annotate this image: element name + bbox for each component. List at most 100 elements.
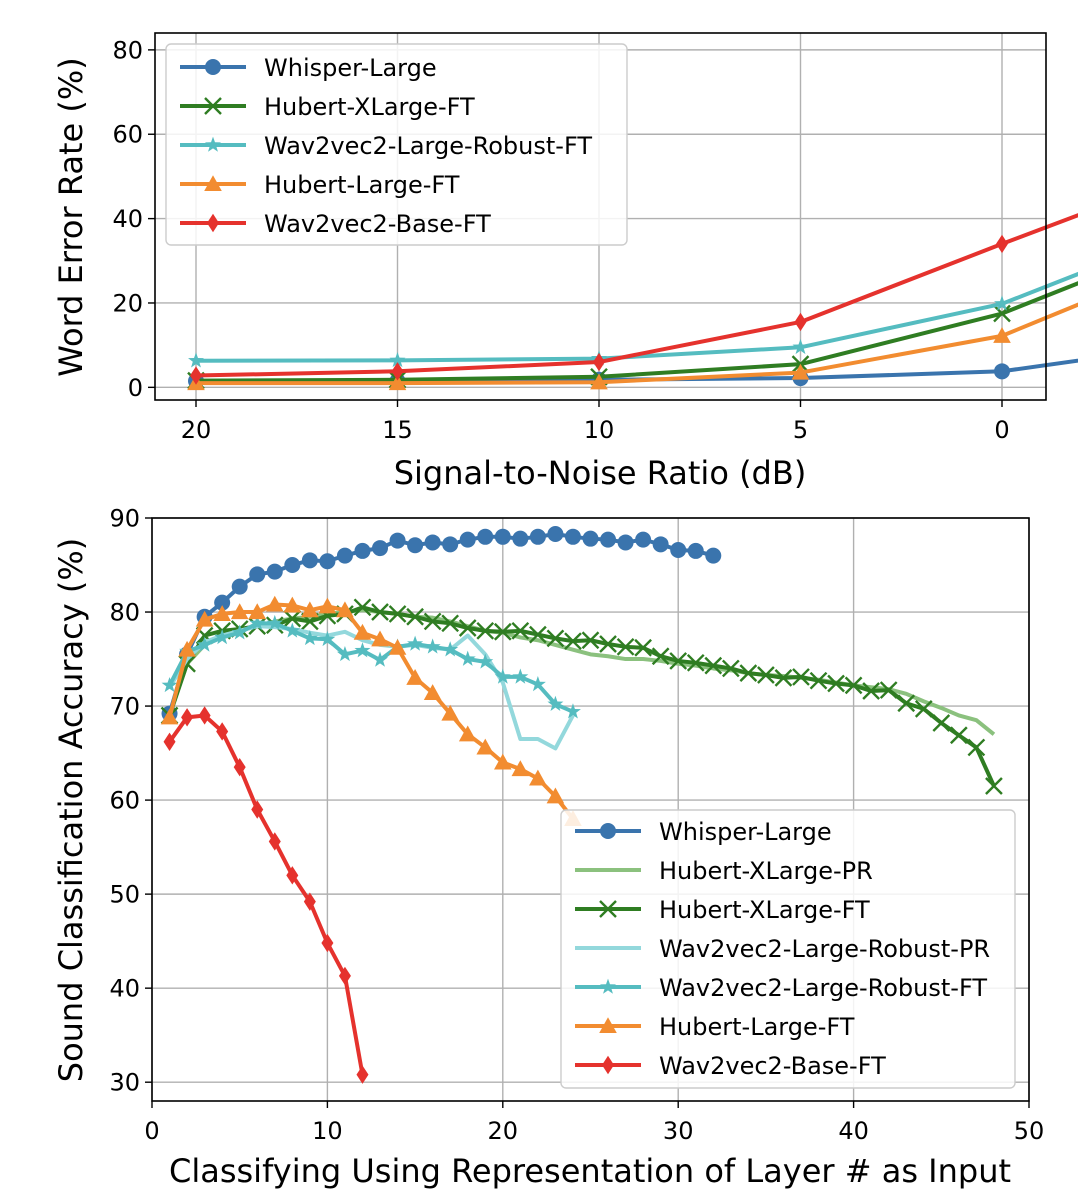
- data-point: [458, 619, 477, 637]
- data-point: [198, 706, 211, 725]
- data-point: [547, 525, 564, 542]
- data-point: [564, 632, 582, 651]
- legend-entry-wav2vec2-base-ft: Wav2vec2-Base-FT: [575, 1052, 886, 1080]
- data-point: [616, 637, 635, 656]
- legend-entry-hubert-large-ft: Hubert-Large-FT: [575, 1013, 855, 1041]
- data-point: [389, 532, 406, 549]
- legend-marker: [204, 97, 222, 115]
- legend-entry-wav2vec2-base-ft: Wav2vec2-Base-FT: [180, 210, 491, 238]
- data-point: [231, 624, 248, 640]
- legend-marker: [600, 978, 616, 994]
- data-point: [301, 552, 318, 569]
- data-point: [844, 676, 863, 695]
- data-point: [301, 629, 318, 646]
- legend-marker: [205, 136, 221, 152]
- data-point: [388, 605, 407, 623]
- data-point: [407, 635, 424, 651]
- legend-label: Hubert-XLarge-FT: [659, 896, 870, 924]
- acc-x-axis-label: Classifying Using Representation of Laye…: [169, 1152, 1011, 1190]
- legend-label: Wav2vec2-Base-FT: [264, 210, 491, 238]
- data-point: [792, 338, 809, 355]
- data-point: [441, 704, 459, 721]
- legend-marker: [204, 175, 222, 192]
- data-point: [214, 594, 231, 611]
- data-point: [388, 374, 407, 391]
- series-whisper-large: [161, 525, 722, 722]
- data-point: [705, 547, 722, 564]
- data-point: [371, 603, 389, 621]
- data-point: [336, 547, 353, 564]
- data-point: [251, 800, 264, 819]
- data-point: [283, 609, 302, 628]
- data-point: [827, 674, 845, 693]
- data-point: [477, 528, 494, 545]
- legend-label: Hubert-Large-FT: [264, 171, 460, 199]
- legend-marker: [205, 59, 221, 75]
- data-point: [993, 304, 1011, 323]
- data-point: [757, 666, 775, 684]
- legend-label: Wav2vec2-Base-FT: [659, 1052, 886, 1080]
- data-point: [268, 832, 281, 851]
- data-point: [994, 295, 1010, 311]
- series-line-hubert-xlarge-ft: [167, 605, 996, 787]
- data-point: [338, 966, 351, 986]
- data-point: [407, 537, 424, 554]
- data-point: [617, 534, 634, 551]
- data-point: [581, 631, 600, 650]
- data-point: [195, 610, 214, 627]
- data-point: [286, 866, 299, 885]
- data-point: [634, 638, 652, 657]
- legend-label: Wav2vec2-Large-Robust-FT: [659, 974, 987, 1002]
- data-point: [458, 725, 477, 742]
- data-point: [249, 566, 266, 583]
- legend-label: Whisper-Large: [659, 818, 832, 846]
- legend-marker: [600, 823, 616, 839]
- x-tick-label: 10: [312, 1117, 343, 1145]
- data-point: [284, 622, 301, 638]
- data-point: [188, 352, 204, 368]
- data-point: [635, 531, 652, 548]
- data-point: [163, 732, 176, 751]
- data-point: [949, 726, 968, 745]
- legend-marker: [207, 213, 219, 233]
- data-point: [372, 540, 389, 557]
- data-point: [354, 542, 371, 559]
- wer-series: [187, 213, 1078, 391]
- data-point: [231, 578, 248, 595]
- data-point: [423, 684, 442, 700]
- data-point: [459, 531, 476, 548]
- data-point: [879, 681, 898, 699]
- legend-marker: [599, 1017, 617, 1034]
- data-point: [214, 629, 231, 645]
- data-point: [739, 664, 758, 683]
- data-point: [996, 234, 1008, 254]
- acc-plot-frame: [151, 517, 1030, 1102]
- data-point: [266, 563, 283, 580]
- legend-label: Hubert-XLarge-FT: [264, 93, 475, 121]
- data-point: [529, 528, 546, 545]
- data-point: [391, 362, 404, 381]
- data-point: [265, 595, 284, 612]
- wer-plot-frame: [154, 32, 1047, 401]
- data-point: [196, 636, 213, 652]
- legend-entry-hubert-xlarge-ft: Hubert-XLarge-FT: [180, 93, 475, 121]
- data-point: [599, 635, 617, 653]
- legend-label: Wav2vec2-Large-Robust-PR: [659, 935, 990, 963]
- acc-legend: Whisper-Large Hubert-XLarge-PR Hubert-XLar…: [560, 809, 1016, 1089]
- legend-entry-hubert-xlarge-pr: Hubert-XLarge-PR: [575, 857, 873, 885]
- data-point: [216, 722, 229, 741]
- series-wav2vec2-base-ft: [163, 706, 369, 1084]
- data-point: [353, 598, 372, 617]
- data-point: [512, 668, 529, 684]
- x-tick-label: 10: [584, 416, 615, 444]
- acc-ticks: 0 10 20 30 40 50 30 40 50 60 70 80 90: [109, 505, 1044, 1146]
- legend-entry-wav2vec2-large-robust-pr: Wav2vec2-Large-Robust-PR: [575, 935, 990, 963]
- data-point: [424, 638, 441, 654]
- data-point: [914, 700, 933, 718]
- data-point: [994, 363, 1010, 380]
- data-point: [546, 629, 565, 648]
- data-point: [476, 738, 495, 755]
- y-tick-label: 20: [112, 289, 143, 317]
